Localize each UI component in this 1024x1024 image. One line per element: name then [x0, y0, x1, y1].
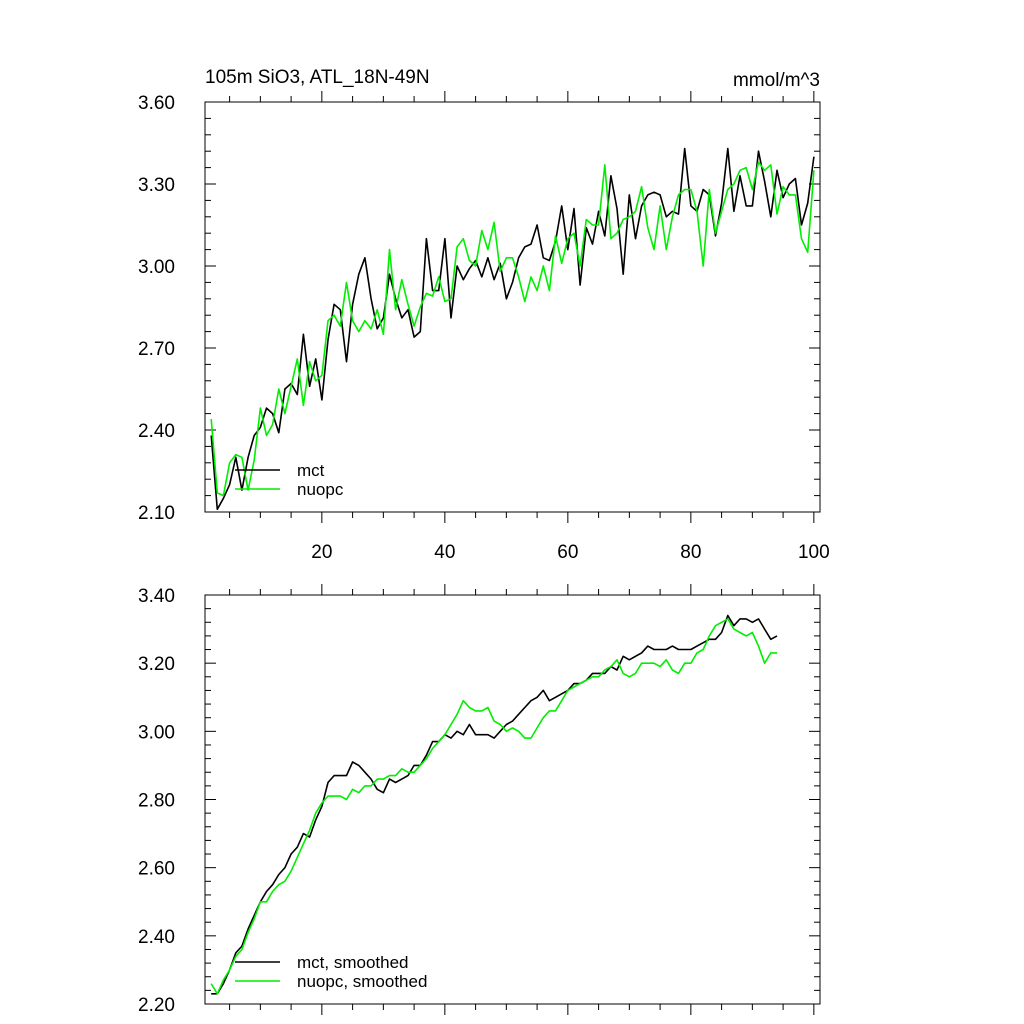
legend-label-mct: mct	[297, 461, 325, 480]
bottom-y-tick-label: 3.40	[138, 586, 175, 607]
top-x-tick-label: 80	[680, 542, 701, 563]
top-x-tick-label: 20	[311, 542, 332, 563]
top-y-tick-label: 2.70	[138, 339, 175, 360]
bottom-y-tick-label: 2.80	[138, 791, 175, 812]
top-y-tick-label: 2.10	[138, 503, 175, 524]
legend-label-nuopc: nuopc	[297, 480, 344, 499]
top-chart-frame	[204, 101, 821, 513]
bottom-y-tick-label: 2.60	[138, 859, 175, 880]
top-x-tick-label: 100	[798, 542, 830, 563]
top-y-tick-label: 3.00	[138, 257, 175, 278]
top-chart-y-tick-labels: 2.10 2.40 2.70 3.00 3.30 3.60	[138, 93, 175, 524]
top-chart-title: 105m SiO3, ATL_18N-49N	[205, 67, 430, 88]
top-chart-legend: mct nuopc	[235, 461, 344, 499]
top-chart: 105m SiO3, ATL_18N-49N mmol/m^3 2.10 2.40…	[138, 67, 830, 563]
top-y-tick-label: 3.30	[138, 175, 175, 196]
top-chart-x-tick-labels: 20 40 60 80 100	[311, 542, 829, 563]
top-chart-units: mmol/m^3	[733, 70, 820, 91]
bottom-series-line-mct-smoothed	[211, 614, 778, 995]
bottom-chart-y-tick-labels: 2.20 2.40 2.60 2.80 3.00 3.20 3.40	[138, 586, 175, 1016]
top-y-tick-label: 2.40	[138, 421, 175, 442]
bottom-chart-frame	[204, 594, 821, 1005]
bottom-y-tick-label: 2.20	[138, 995, 175, 1016]
bottom-y-tick-label: 3.20	[138, 654, 175, 675]
top-chart-series-lines	[210, 147, 815, 511]
bottom-y-tick-label: 3.00	[138, 722, 175, 743]
bottom-chart-legend: mct, smoothed nuopc, smoothed	[235, 953, 427, 991]
legend-label-mct-smoothed: mct, smoothed	[297, 953, 409, 972]
bottom-chart: 2.20 2.40 2.60 2.80 3.00 3.20 3.40 mct, smooth…	[138, 584, 821, 1016]
bottom-chart-series-lines	[210, 614, 778, 995]
top-y-tick-label: 3.60	[138, 93, 175, 114]
top-x-tick-label: 60	[557, 542, 578, 563]
top-chart-ticks	[205, 91, 820, 523]
top-series-line-nuopc	[210, 161, 815, 497]
top-x-tick-label: 40	[434, 542, 455, 563]
legend-label-nuopc-smoothed: nuopc, smoothed	[297, 972, 427, 991]
bottom-y-tick-label: 2.40	[138, 927, 175, 948]
bottom-series-line-nuopc-smoothed	[210, 618, 777, 995]
